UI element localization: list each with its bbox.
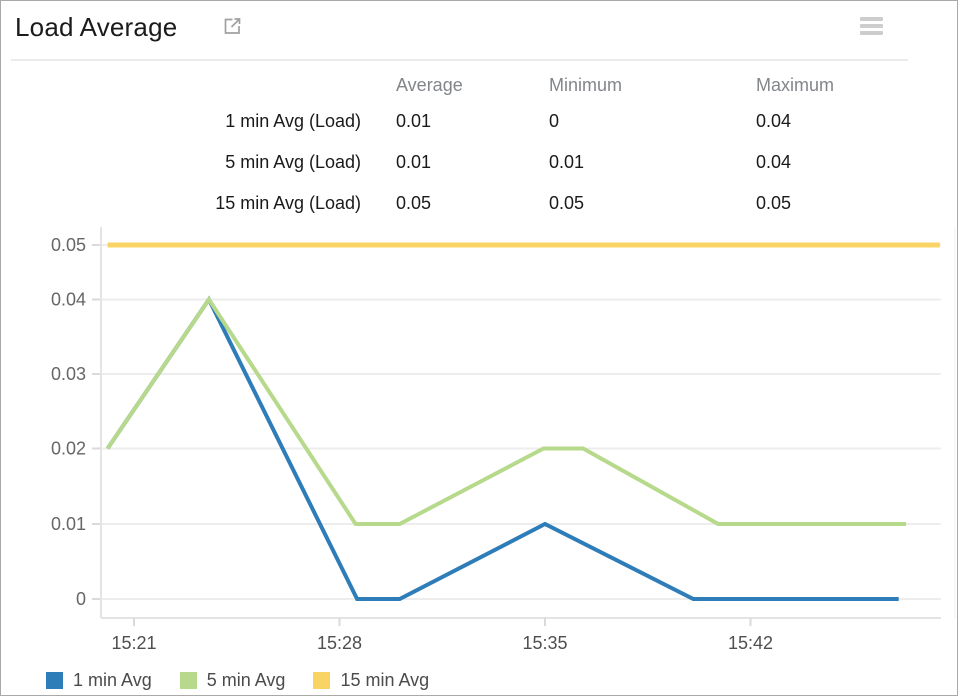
chart-legend: 1 min Avg 5 min Avg 15 min Avg [46, 670, 457, 691]
table-row: 1 min Avg (Load) 0.01 0 0.04 [1, 101, 957, 142]
legend-label: 15 min Avg [340, 670, 430, 690]
hamburger-bar [860, 17, 883, 21]
y-tick-label: 0.03 [51, 364, 86, 384]
stats-header-average: Average [396, 74, 463, 95]
series-line-5-min-avg [105, 295, 907, 526]
hamburger-bar [860, 24, 883, 28]
value-5min-minimum: 0.01 [549, 152, 585, 172]
row-label-15min: 15 min Avg (Load) [215, 193, 361, 213]
hamburger-menu-icon[interactable] [860, 17, 884, 37]
value-15min-average: 0.05 [396, 193, 432, 213]
value-15min-maximum: 0.05 [756, 193, 792, 213]
value-5min-average: 0.01 [396, 152, 432, 172]
external-link-icon[interactable] [222, 15, 244, 37]
page-title: Load Average [15, 12, 178, 42]
stats-header-minimum: Minimum [549, 74, 623, 95]
row-label-1min: 1 min Avg (Load) [225, 111, 361, 131]
header-divider [11, 59, 908, 61]
legend-item-1min-avg[interactable]: 1 min Avg [46, 670, 152, 691]
y-tick-label: 0 [76, 589, 86, 609]
value-5min-maximum: 0.04 [756, 152, 792, 172]
stats-table: Average Minimum Maximum 1 min Avg (Load)… [1, 69, 957, 224]
value-1min-minimum: 0 [549, 111, 560, 131]
x-tick-label: 15:35 [522, 633, 567, 653]
stats-header-maximum: Maximum [756, 74, 835, 95]
value-15min-minimum: 0.05 [549, 193, 585, 213]
y-tick-label: 0.04 [51, 290, 86, 310]
x-tick-label: 15:21 [111, 633, 156, 653]
x-tick-label: 15:28 [317, 633, 362, 653]
y-tick-label: 0.01 [51, 514, 86, 534]
table-row: 5 min Avg (Load) 0.01 0.01 0.04 [1, 142, 957, 183]
stats-header-row: Average Minimum Maximum [1, 69, 957, 101]
legend-swatch-15min-avg [313, 672, 331, 689]
legend-label: 1 min Avg [73, 670, 152, 690]
y-tick-label: 0.02 [51, 439, 86, 459]
legend-label: 5 min Avg [206, 670, 286, 690]
row-label-5min: 5 min Avg (Load) [225, 152, 361, 172]
legend-swatch-1min-avg [46, 672, 63, 689]
hamburger-bar [860, 31, 883, 35]
legend-item-15min-avg[interactable]: 15 min Avg [313, 670, 429, 691]
legend-item-5min-avg[interactable]: 5 min Avg [179, 670, 286, 691]
legend-swatch-5min-avg [179, 672, 197, 689]
x-tick-label: 15:42 [728, 633, 773, 653]
value-1min-maximum: 0.04 [756, 111, 792, 131]
y-tick-label: 0.05 [51, 235, 86, 255]
value-1min-average: 0.01 [396, 111, 432, 131]
table-row: 15 min Avg (Load) 0.05 0.05 0.05 [1, 183, 957, 224]
